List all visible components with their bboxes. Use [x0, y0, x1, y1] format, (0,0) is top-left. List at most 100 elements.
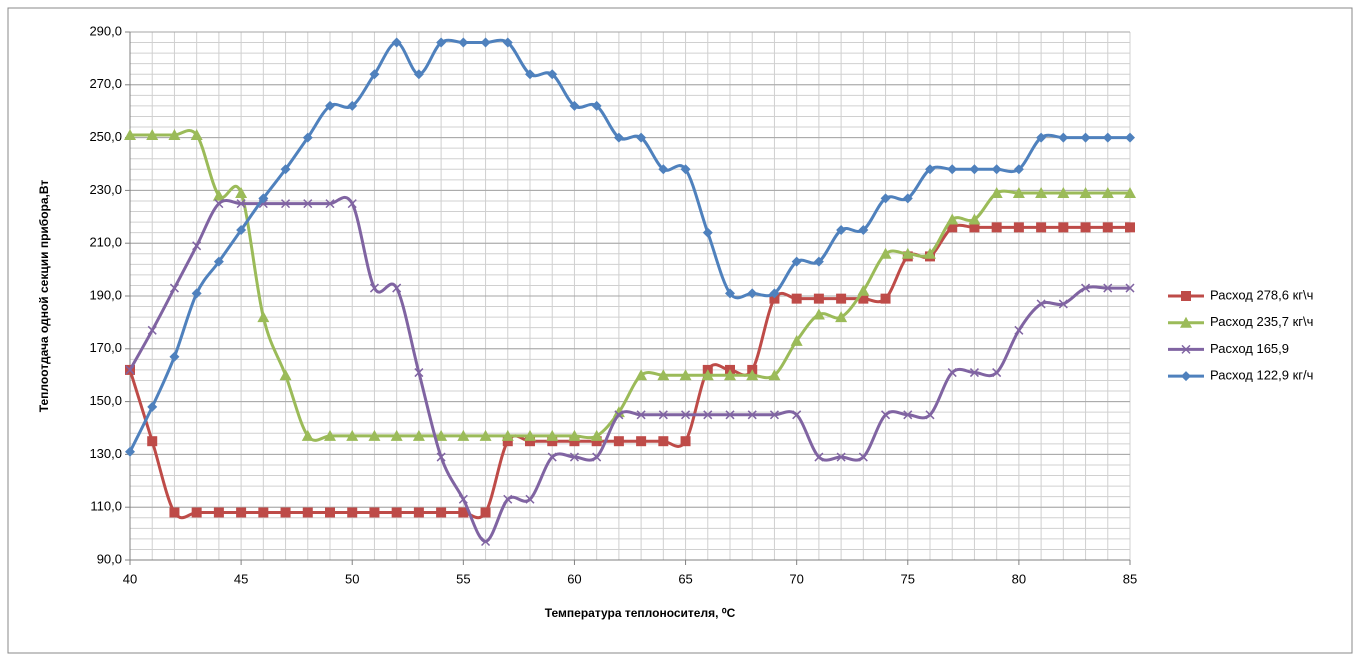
- marker: [1058, 299, 1068, 309]
- marker: [569, 436, 580, 447]
- marker: [724, 369, 736, 381]
- marker: [458, 507, 469, 518]
- marker: [924, 247, 936, 259]
- marker: [569, 100, 580, 111]
- marker: [412, 429, 425, 441]
- marker: [769, 288, 780, 299]
- marker: [747, 288, 758, 299]
- marker: [481, 536, 491, 547]
- marker: [658, 436, 669, 447]
- marker: [236, 507, 247, 518]
- marker: [1080, 222, 1091, 233]
- series: [125, 37, 1135, 457]
- marker: [302, 507, 313, 518]
- marker: [591, 100, 602, 111]
- marker: [281, 199, 291, 209]
- marker: [680, 436, 691, 447]
- marker: [747, 410, 757, 420]
- marker: [213, 507, 224, 518]
- marker: [413, 507, 424, 518]
- marker: [325, 199, 335, 209]
- marker: [390, 429, 403, 441]
- x-axis-title: Температура теплоносителя, ⁰C: [545, 606, 736, 620]
- marker: [614, 410, 624, 420]
- marker: [658, 164, 669, 175]
- marker: [301, 429, 314, 441]
- legend-marker: [1181, 344, 1191, 354]
- marker: [812, 308, 825, 320]
- y-tick-label: 110,0: [90, 499, 122, 514]
- legend-marker: [1181, 291, 1191, 301]
- y-axis-title: Теплоотдача одной секции прибора,Вт: [37, 180, 51, 413]
- x-tick-label: 50: [345, 571, 359, 586]
- marker: [436, 37, 447, 48]
- marker: [236, 199, 246, 209]
- legend-marker: [1180, 316, 1192, 328]
- marker: [347, 199, 357, 209]
- marker: [125, 446, 135, 457]
- marker: [1079, 187, 1092, 199]
- marker: [1058, 132, 1069, 143]
- marker: [436, 452, 446, 462]
- y-tick-label: 290,0: [89, 23, 122, 38]
- legend-label: Расход 165,9: [1210, 341, 1289, 356]
- marker: [857, 284, 870, 296]
- marker: [525, 494, 535, 504]
- marker: [368, 429, 381, 441]
- marker: [147, 325, 157, 335]
- marker: [280, 164, 291, 175]
- marker: [635, 369, 648, 381]
- marker: [169, 507, 180, 518]
- marker: [524, 429, 536, 441]
- marker: [525, 436, 535, 447]
- marker: [568, 429, 581, 441]
- marker: [191, 288, 202, 299]
- marker: [1103, 283, 1113, 293]
- marker: [947, 222, 958, 233]
- marker: [392, 283, 402, 293]
- y-tick-label: 190,0: [89, 287, 122, 302]
- marker: [479, 429, 492, 441]
- marker: [813, 256, 824, 267]
- marker: [1058, 222, 1069, 233]
- marker: [902, 193, 913, 204]
- marker: [1013, 164, 1024, 175]
- marker: [325, 100, 335, 111]
- marker: [768, 369, 781, 381]
- marker: [480, 37, 491, 48]
- marker: [279, 369, 292, 381]
- y-tick-label: 170,0: [89, 340, 122, 355]
- marker: [146, 128, 159, 140]
- marker: [836, 452, 846, 462]
- marker: [947, 164, 958, 175]
- marker: [213, 256, 224, 267]
- marker: [369, 507, 380, 518]
- marker: [1125, 222, 1135, 233]
- marker: [413, 69, 424, 80]
- marker: [702, 227, 713, 238]
- marker: [636, 410, 646, 420]
- marker: [169, 351, 180, 362]
- marker: [769, 410, 779, 420]
- marker: [1124, 187, 1136, 199]
- marker: [612, 406, 625, 418]
- marker: [369, 69, 380, 80]
- marker: [991, 164, 1002, 175]
- marker: [436, 507, 447, 518]
- series: [125, 195, 1135, 547]
- marker: [569, 452, 579, 462]
- marker: [190, 128, 203, 140]
- marker: [1057, 187, 1070, 199]
- marker: [658, 410, 668, 420]
- marker: [991, 222, 1002, 233]
- marker: [968, 213, 981, 225]
- marker: [547, 452, 557, 462]
- marker: [192, 241, 202, 251]
- marker: [502, 436, 513, 447]
- marker: [879, 247, 892, 259]
- marker: [969, 222, 980, 233]
- y-tick-label: 130,0: [89, 446, 122, 461]
- x-tick-label: 40: [123, 571, 137, 586]
- marker: [458, 37, 469, 48]
- x-tick-label: 45: [234, 571, 248, 586]
